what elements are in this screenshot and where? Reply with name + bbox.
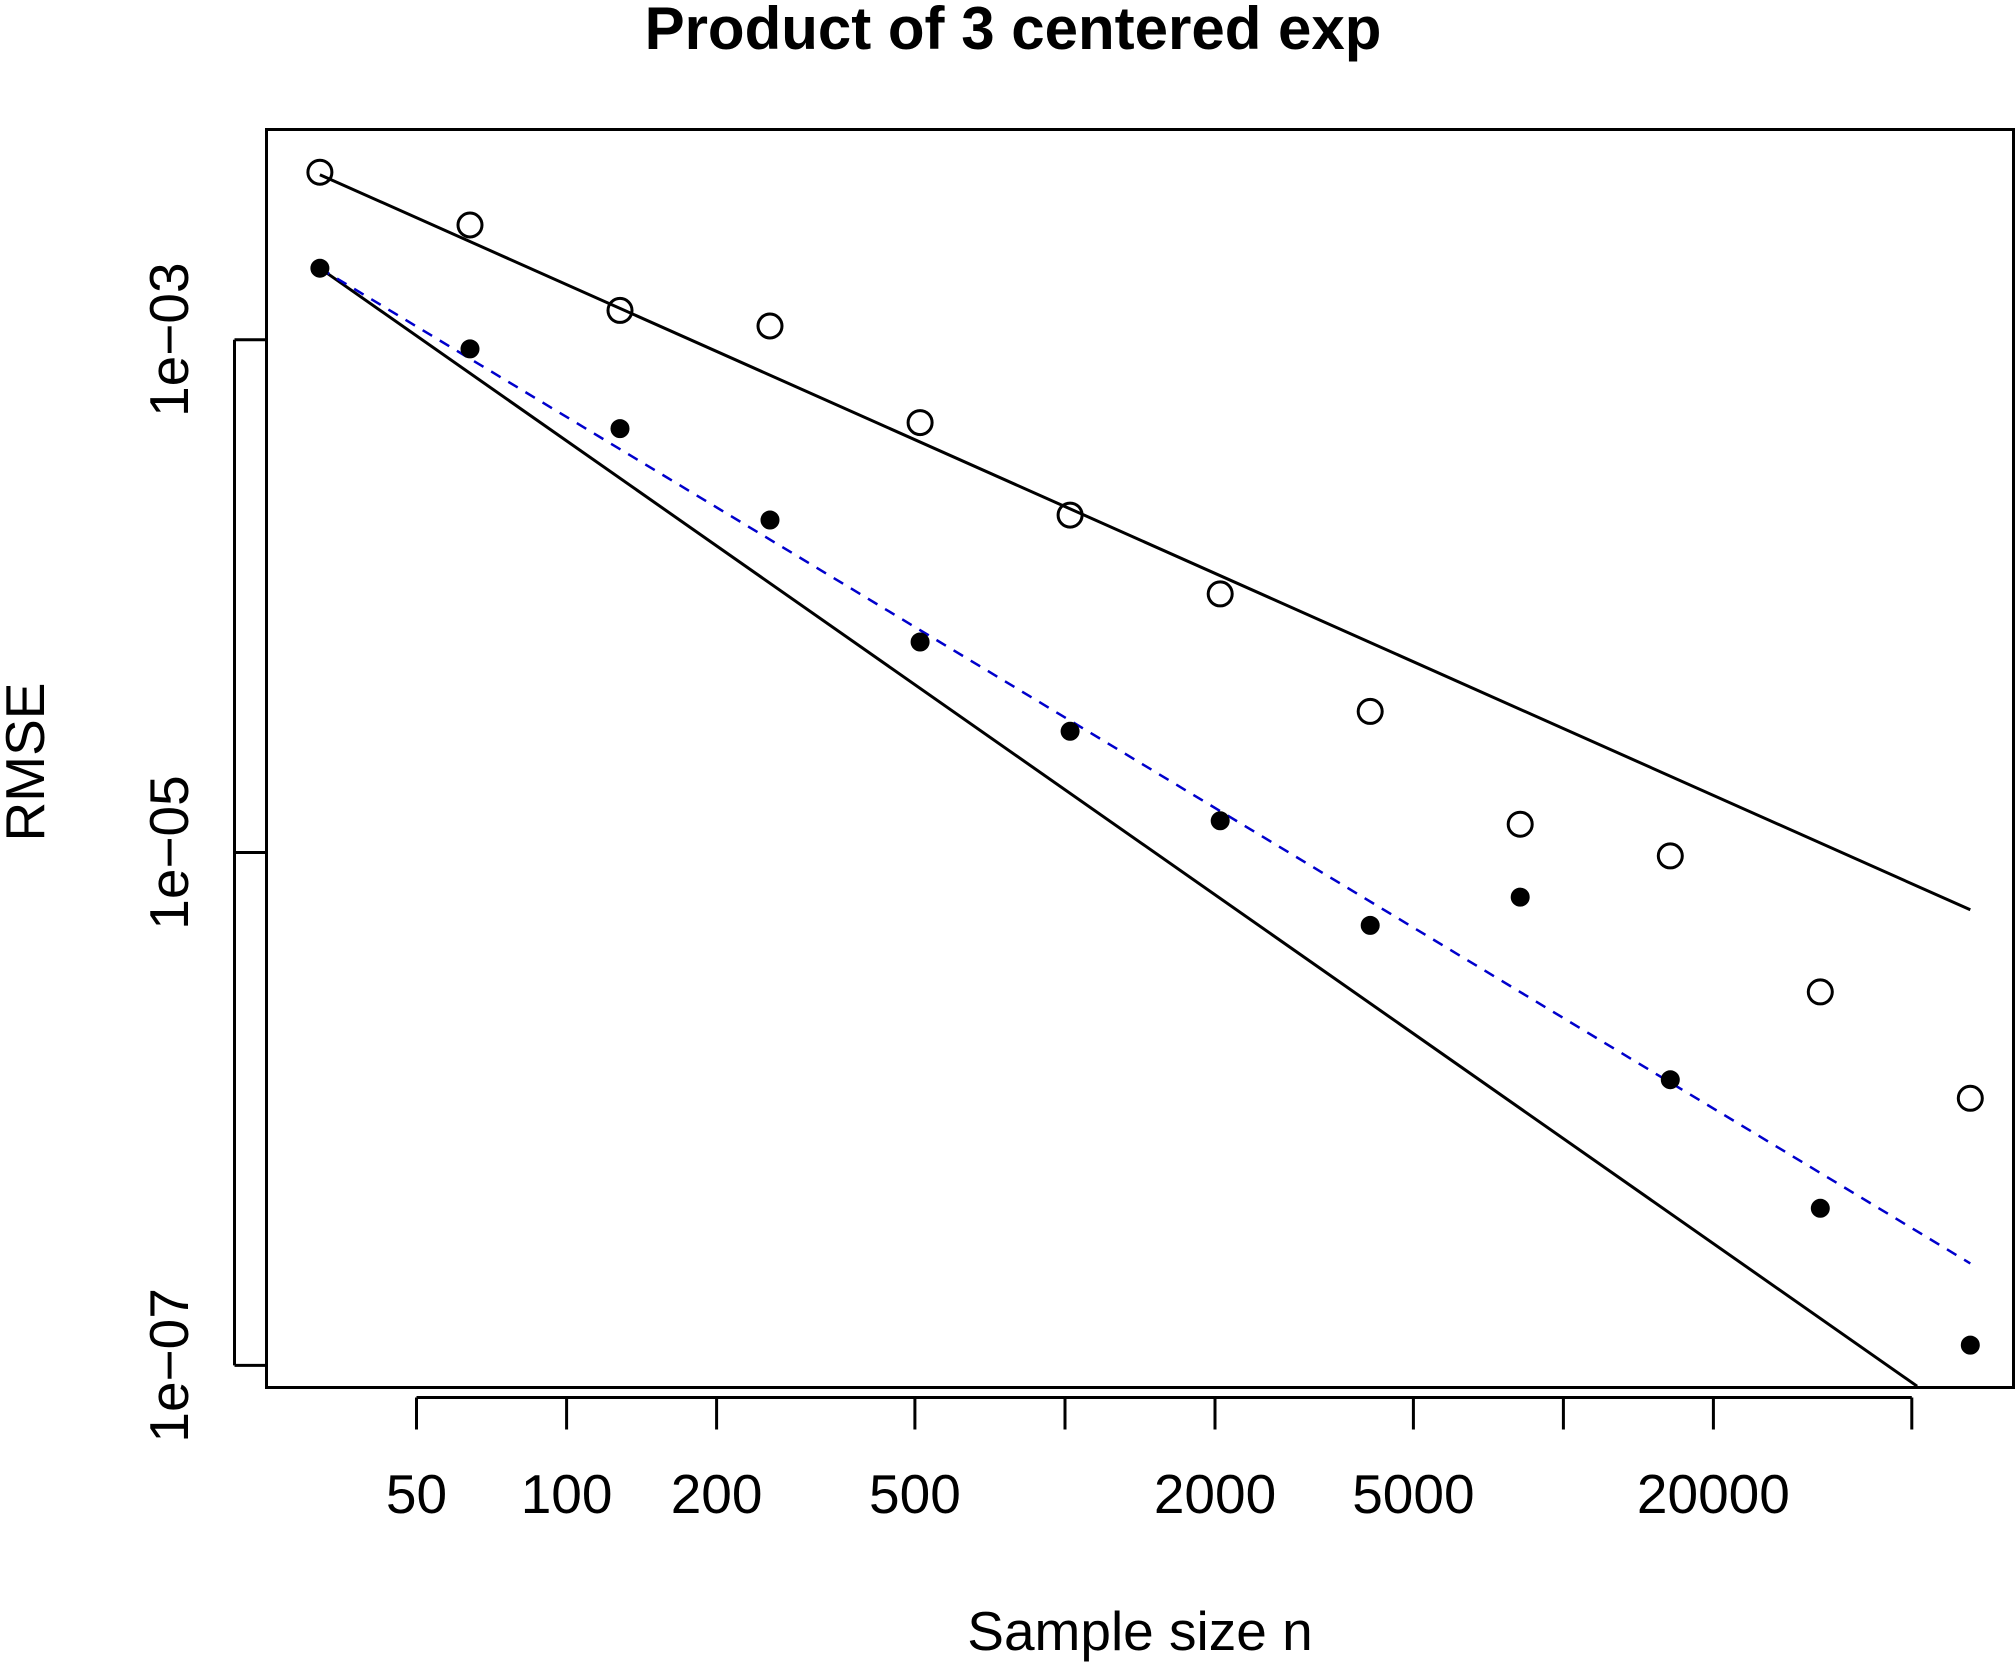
y-axis: 1e−07 1e−05 1e−03 [138, 262, 267, 1443]
x-axis-title: Sample size n [967, 1600, 1312, 1662]
x-axis: 50 100 200 500 2000 5000 20000 [386, 1396, 1914, 1525]
open-point-6 [1056, 501, 1084, 529]
open-point-8 [1356, 697, 1384, 725]
reference-line-2-solid [319, 266, 1918, 1388]
open-point-5 [906, 409, 934, 437]
filled-point-12 [1960, 1335, 1980, 1355]
open-point-11 [1806, 978, 1834, 1006]
x-tick-label-200: 200 [671, 1463, 763, 1525]
reference-line-3-dashed [319, 267, 1971, 1265]
x-tick-label-2000: 2000 [1154, 1463, 1276, 1525]
x-tick-label-20000: 20000 [1637, 1463, 1790, 1525]
plot-frame [265, 128, 2015, 1389]
y-tick-label-3: 1e−03 [138, 262, 200, 416]
filled-point-2 [460, 339, 480, 359]
filled-point-6 [1060, 721, 1080, 741]
filled-point-3 [610, 419, 630, 439]
plot-layer [306, 158, 1984, 1388]
open-point-12 [1956, 1084, 1984, 1112]
filled-point-1 [310, 258, 330, 278]
chart-title: Product of 3 centered exp [645, 0, 1382, 62]
filled-point-7 [1210, 811, 1230, 831]
filled-point-5 [910, 632, 930, 652]
filled-point-9 [1510, 887, 1530, 907]
filled-point-4 [760, 510, 780, 530]
open-point-1 [306, 158, 334, 186]
y-tick-label-2: 1e−05 [138, 775, 200, 929]
open-point-7 [1206, 580, 1234, 608]
x-tick-label-5000: 5000 [1352, 1463, 1474, 1525]
open-point-9 [1506, 810, 1534, 838]
open-point-4 [756, 312, 784, 340]
filled-point-10 [1660, 1070, 1680, 1090]
x-tick-label-50: 50 [386, 1463, 447, 1525]
y-tick-label-1: 1e−07 [138, 1288, 200, 1442]
open-point-2 [456, 211, 484, 239]
reference-line-1-solid [319, 173, 1971, 912]
x-tick-label-100: 100 [521, 1463, 613, 1525]
y-axis-title: RMSE [0, 683, 56, 842]
x-tick-label-500: 500 [869, 1463, 961, 1525]
filled-point-11 [1810, 1198, 1830, 1218]
open-point-10 [1656, 842, 1684, 870]
filled-point-8 [1360, 915, 1380, 935]
open-point-3 [606, 296, 634, 324]
